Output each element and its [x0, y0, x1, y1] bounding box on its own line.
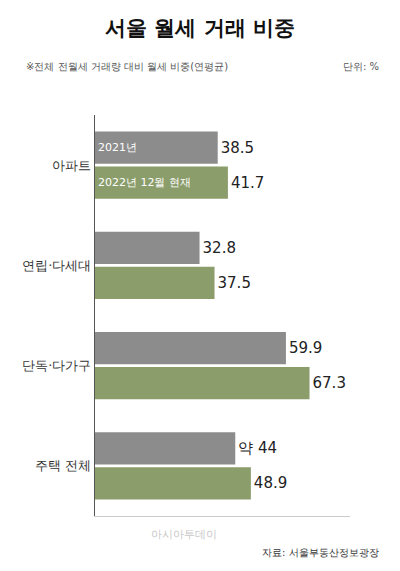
svg-text:약 44: 약 44: [238, 439, 277, 457]
svg-text:37.5: 37.5: [218, 274, 251, 292]
svg-text:38.5: 38.5: [221, 139, 254, 157]
svg-text:주택 전체: 주택 전체: [35, 458, 91, 473]
svg-text:아파트: 아파트: [52, 158, 91, 173]
svg-text:48.9: 48.9: [254, 474, 287, 492]
svg-text:자료: 서울부동산정보광장: 자료: 서울부동산정보광장: [262, 547, 379, 558]
svg-text:아시아투데이: 아시아투데이: [151, 528, 217, 541]
svg-text:연립·다세대: 연립·다세대: [22, 258, 91, 273]
svg-text:2022년 12월 현재: 2022년 12월 현재: [98, 176, 191, 189]
svg-text:2021년: 2021년: [98, 141, 137, 154]
svg-text:서울 월세 거래 비중: 서울 월세 거래 비중: [105, 16, 295, 40]
svg-text:32.8: 32.8: [203, 239, 236, 257]
svg-text:41.7: 41.7: [231, 174, 264, 192]
svg-text:단독·다가구: 단독·다가구: [22, 358, 91, 373]
svg-text:67.3: 67.3: [313, 374, 346, 392]
svg-text:단위: %: 단위: %: [343, 61, 379, 72]
svg-text:59.9: 59.9: [289, 339, 322, 357]
svg-text:※전체 전월세 거래량 대비 월세 비중(연평균): ※전체 전월세 거래량 대비 월세 비중(연평균): [26, 61, 228, 72]
